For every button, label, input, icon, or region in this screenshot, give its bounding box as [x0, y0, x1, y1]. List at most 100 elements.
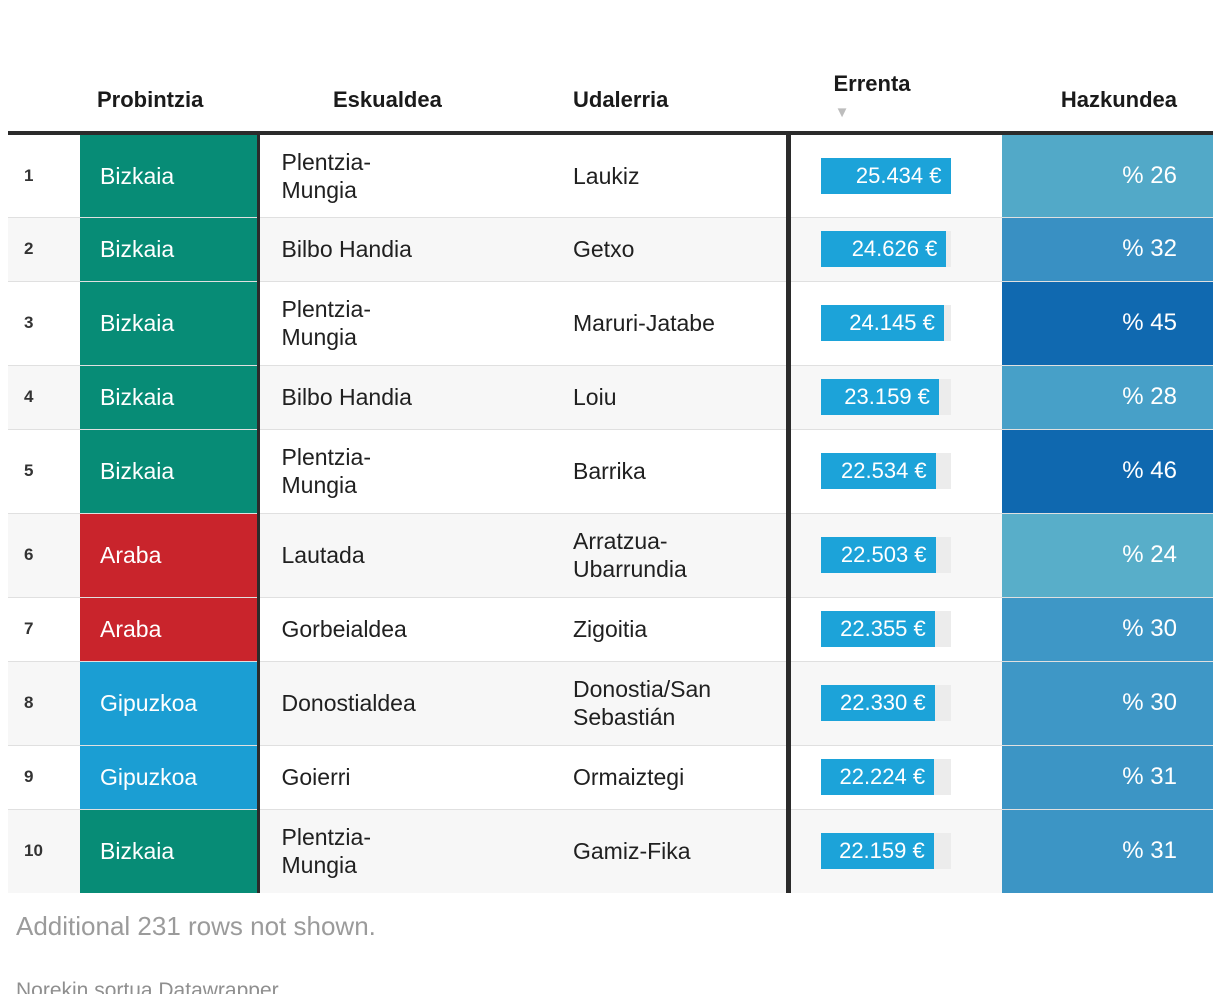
col-header-probintzia[interactable]: Probintzia [80, 0, 258, 135]
errenta-bar-track: 22.355 € [820, 611, 951, 647]
errenta-bar: 22.159 € [820, 833, 934, 870]
errenta-bar: 23.159 € [820, 379, 939, 415]
errenta-cell: 23.159 € [785, 364, 1002, 429]
province-cell: Bizkaia [80, 216, 258, 281]
province-cell: Gipuzkoa [80, 660, 258, 745]
col-header-udalerria[interactable]: Udalerria [560, 0, 788, 135]
errenta-bar-track: 24.145 € [820, 305, 951, 341]
errenta-cell: 22.503 € [785, 512, 1002, 597]
errenta-value-label: 22.355 € [840, 616, 926, 641]
errenta-bar: 24.145 € [820, 305, 944, 341]
row-rank: 10 [8, 808, 80, 893]
attribution[interactable]: Norekin sortua Datawrapper [16, 979, 279, 994]
rows-not-shown-note: Additional 231 rows not shown. [16, 911, 376, 941]
col-header-eskualdea[interactable]: Eskualdea [258, 0, 560, 135]
errenta-header-label: Errenta [833, 71, 911, 96]
eskualdea-cell: Lautada [256, 512, 560, 597]
errenta-bar-track: 24.626 € [820, 231, 951, 267]
errenta-value-label: 25.434 € [855, 162, 942, 188]
errenta-value-label: 22.224 € [839, 764, 926, 789]
province-cell: Bizkaia [80, 133, 258, 217]
eskualdea-cell: Plentzia- Mungia [256, 808, 560, 893]
province-cell: Bizkaia [80, 428, 258, 513]
udalerria-cell: Maruri-Jatabe [560, 280, 788, 365]
errenta-bar: 22.503 € [820, 537, 936, 573]
table-row: 10 Bizkaia Plentzia- Mungia Gamiz-Fika 22.15… [8, 808, 1213, 893]
errenta-value-label: 22.534 € [841, 458, 927, 483]
errenta-bar-track: 22.330 € [820, 685, 951, 721]
udalerria-cell: Laukiz [573, 162, 640, 189]
header-row: Probintzia Eskualdea Udalerria Errenta ▼… [8, 0, 1213, 135]
udalerria-cell: Ormaiztegi [560, 744, 788, 809]
errenta-cell: 22.159 € [785, 808, 1002, 893]
errenta-bar-track: 22.224 € [820, 759, 951, 795]
errenta-cell: 24.626 € [785, 216, 1002, 281]
row-rank: 2 [8, 216, 80, 281]
errenta-cell: 22.355 € [785, 596, 1002, 661]
hazkundea-cell: % 31 [1002, 808, 1213, 893]
province-cell: Bizkaia [80, 808, 258, 893]
province-cell: Bizkaia [80, 364, 258, 429]
table-row: 3 Bizkaia Plentzia- Mungia Maruri-Jatabe 24.… [8, 280, 1213, 365]
hazkundea-cell: % 24 [1002, 512, 1213, 597]
table-row: 9 Gipuzkoa Goierri Ormaiztegi 22.224 € % 31 [8, 744, 1213, 809]
hazkundea-cell: % 28 [1002, 364, 1213, 429]
errenta-bar-track: 22.534 € [820, 453, 951, 489]
table-body: 1 Bizkaia Plentzia- Mungia Laukiz 25.434 €% … [8, 133, 1213, 893]
row-rank: 6 [8, 512, 80, 597]
row-rank: 3 [8, 280, 80, 365]
hazkundea-cell: % 32 [1002, 216, 1213, 281]
eskualdea-cell: Bilbo Handia [256, 216, 560, 281]
row-rank: 4 [8, 364, 80, 429]
errenta-bar: 22.224 € [820, 759, 935, 795]
hazkundea-cell: % 26 [1002, 133, 1213, 217]
sort-desc-icon: ▼ [834, 104, 850, 121]
eskualdea-cell: Donostialdea [256, 660, 560, 745]
udalerria-cell: Barrika [560, 428, 788, 513]
udalerria-cell: Loiu [560, 364, 788, 429]
row-rank: 7 [8, 596, 80, 661]
table-row: 6 Araba Lautada Arratzua- Ubarrundia 22.503 … [8, 512, 1213, 597]
errenta-bar: 22.330 € [820, 685, 935, 721]
hazkundea-cell: % 30 [1002, 596, 1213, 661]
province-cell: Bizkaia [80, 280, 258, 365]
province-cell: Araba [80, 512, 258, 597]
eskualdea-cell: Goierri [256, 744, 560, 809]
eskualdea-cell: Plentzia- Mungia [256, 280, 560, 365]
errenta-value-label: 24.145 € [849, 310, 935, 335]
table-row: 5 Bizkaia Plentzia- Mungia Barrika 22.534 €%… [8, 428, 1213, 513]
eskualdea-cell: Plentzia- Mungia [256, 428, 560, 513]
row-rank: 8 [8, 660, 80, 745]
udalerria-cell: Zigoitia [560, 596, 788, 661]
province-cell: Gipuzkoa [80, 744, 258, 809]
table-row: 1 Bizkaia Plentzia- Mungia Laukiz 25.434 € % … [8, 133, 1213, 217]
errenta-bar-track: 22.159 € [820, 833, 951, 870]
row-rank: 9 [8, 744, 80, 809]
table-row: 2 Bizkaia Bilbo Handia Getxo 24.626 € % 32 [8, 216, 1213, 281]
hazkundea-cell: % 45 [1002, 280, 1213, 365]
table-row: 7 Araba Gorbeialdea Zigoitia 22.355 € % 30 [8, 596, 1213, 661]
col-header-hazkundea[interactable]: Hazkundea [1002, 0, 1213, 135]
col-header-errenta[interactable]: Errenta ▼ [788, 0, 1002, 135]
errenta-cell: 25.434 € [785, 133, 1002, 217]
data-table: Probintzia Eskualdea Udalerria Errenta ▼… [8, 0, 1213, 893]
errenta-value-label: 24.626 € [851, 236, 938, 261]
hazkundea-cell: % 30 [1002, 660, 1213, 745]
errenta-value-label: 22.330 € [839, 690, 926, 715]
errenta-value-label: 22.159 € [839, 838, 925, 864]
errenta-cell: 22.330 € [785, 660, 1002, 745]
errenta-bar-track: 23.159 € [820, 379, 951, 415]
eskualdea-cell: Bilbo Handia [256, 364, 560, 429]
errenta-bar: 22.534 € [820, 453, 936, 489]
udalerria-cell: Donostia/San Sebastián [560, 660, 788, 745]
errenta-cell: 22.224 € [785, 744, 1002, 809]
col-header-rank [8, 0, 80, 135]
errenta-bar-track: 25.434 € [820, 157, 951, 194]
udalerria-cell: Getxo [560, 216, 788, 281]
errenta-value-label: 22.503 € [840, 542, 927, 567]
hazkundea-cell: % 31 [1002, 744, 1213, 809]
row-rank: 1 [24, 165, 34, 185]
errenta-cell: 24.145 € [785, 280, 1002, 365]
errenta-bar: 24.626 € [820, 231, 947, 267]
